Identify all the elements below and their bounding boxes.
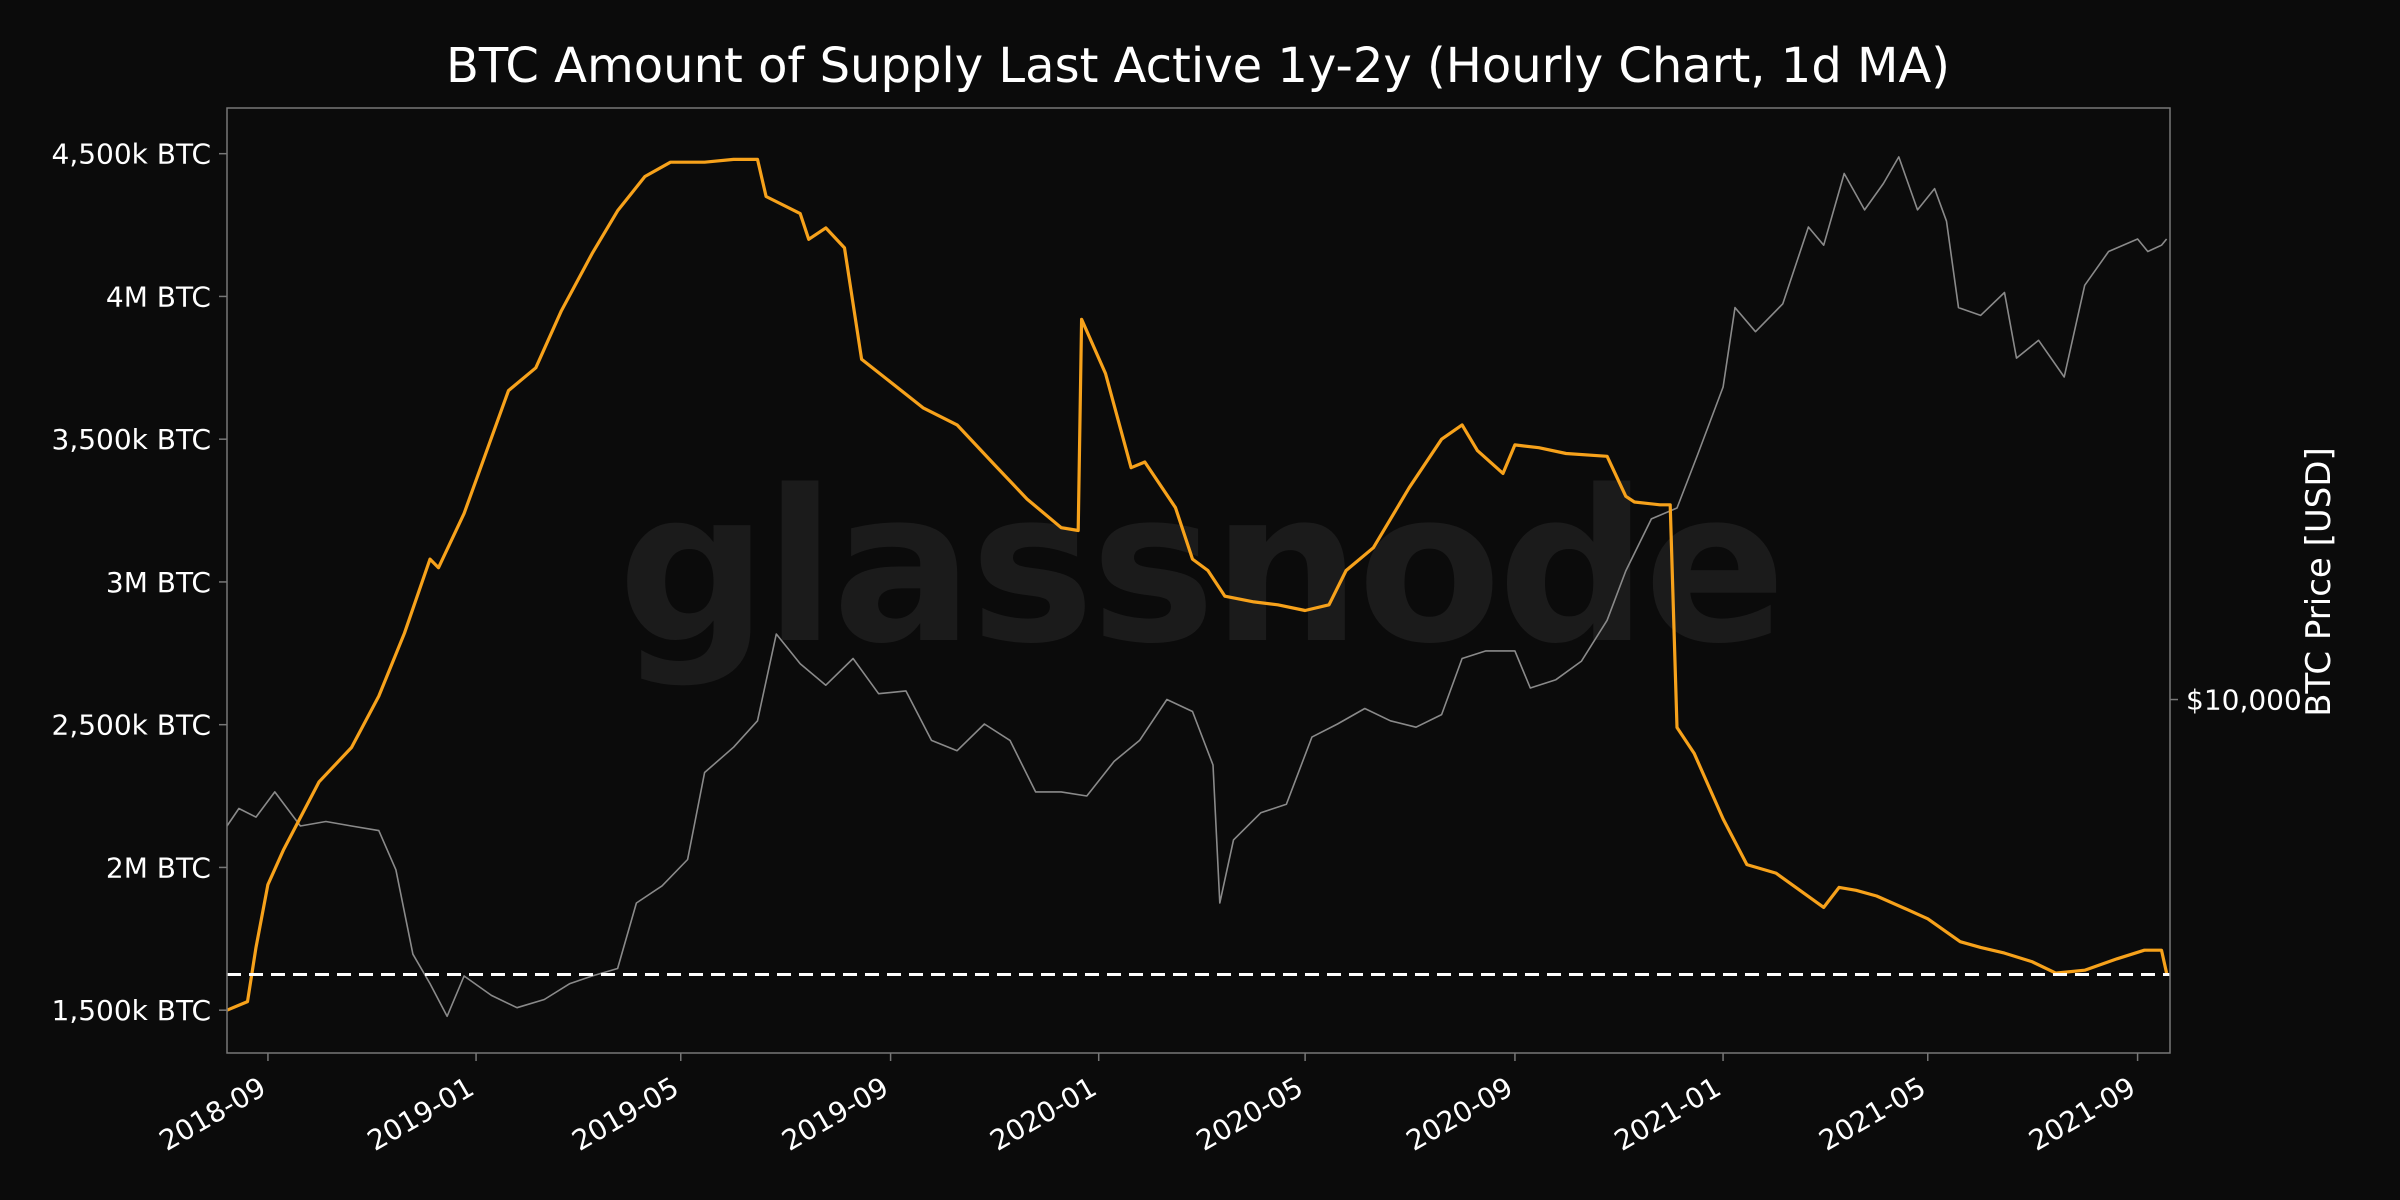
x-tick-label: 2021-09	[2023, 1070, 2141, 1157]
x-tick-label: 2021-05	[1813, 1070, 1931, 1157]
y-left-tick-label: 4M BTC	[106, 280, 211, 313]
y-left-tick-label: 2,500k BTC	[52, 709, 212, 742]
y-left-tick-label: 4,500k BTC	[52, 138, 212, 171]
y-right-axis: $10,000	[2170, 684, 2302, 717]
x-tick-label: 2020-09	[1401, 1070, 1519, 1157]
x-tick-label: 2018-09	[154, 1070, 272, 1157]
supply-line	[226, 157, 2169, 1012]
btc-price-line	[226, 156, 2168, 1018]
x-tick-label: 2019-09	[776, 1070, 894, 1157]
x-tick-label: 2021-01	[1609, 1070, 1727, 1157]
y-left-tick-label: 2M BTC	[106, 851, 211, 884]
plot-frame	[226, 107, 2171, 1054]
x-tick-label: 2020-05	[1191, 1070, 1309, 1157]
y-left-axis: 1,500k BTC 2M BTC 2,500k BTC 3M BTC 3,500k B…	[52, 138, 227, 1027]
y-left-tick-label: 1,500k BTC	[52, 994, 212, 1027]
y-left-tick-label: 3M BTC	[106, 566, 211, 599]
y-left-tick-label: 3,500k BTC	[52, 423, 212, 456]
x-tick-label: 2019-05	[566, 1070, 684, 1157]
x-axis: 2018-09 2019-01 2019-05 2019-09 2020-01 2020-…	[154, 1053, 2141, 1158]
y-right-axis-label: BTC Price [USD]	[2299, 447, 2339, 717]
x-tick-label: 2019-01	[362, 1070, 480, 1157]
chart-title: BTC Amount of Supply Last Active 1y-2y (…	[446, 38, 1950, 94]
series-layer	[226, 156, 2169, 1018]
x-tick-label: 2020-01	[984, 1070, 1102, 1157]
y-right-tick-label: $10,000	[2186, 684, 2302, 717]
